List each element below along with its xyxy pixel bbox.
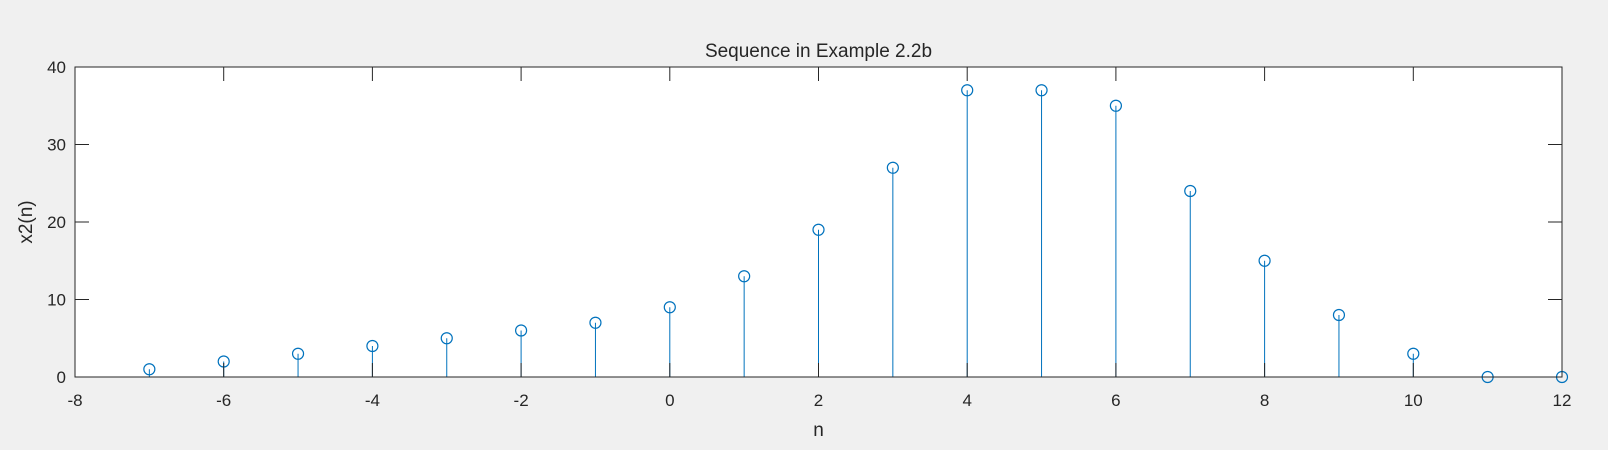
chart-title: Sequence in Example 2.2b bbox=[705, 41, 932, 62]
stem-marker-14 bbox=[1109, 99, 1123, 112]
axes-box bbox=[74, 66, 1563, 378]
x-tick-label-1: -8 bbox=[67, 391, 82, 410]
y-tick-label-3: 20 bbox=[47, 213, 66, 232]
x-tick-label-4: -2 bbox=[514, 391, 529, 410]
x-tick-label-3: -4 bbox=[365, 391, 380, 410]
stem-marker-12 bbox=[961, 84, 974, 97]
x-tick-label-11: 12 bbox=[1553, 391, 1572, 410]
y-axis-label: x2(n) bbox=[16, 200, 37, 243]
stem-marker-17 bbox=[1332, 308, 1346, 322]
x-tick-label-10: 10 bbox=[1404, 391, 1423, 410]
y-tick-labels: 0 10 20 30 40 bbox=[47, 58, 66, 387]
y-tick-label-4: 30 bbox=[47, 136, 66, 155]
stem-marker-1 bbox=[143, 363, 156, 376]
x-tick-label-7: 4 bbox=[962, 391, 971, 410]
stem-marker-13 bbox=[1035, 84, 1048, 97]
stem-marker-3 bbox=[291, 347, 305, 360]
stem-marker-11 bbox=[886, 161, 899, 174]
stem-marker-10 bbox=[812, 223, 825, 236]
x-axis-label: n bbox=[813, 420, 824, 441]
x-tick-label-2: -6 bbox=[216, 391, 231, 410]
x-tick-labels: -8 -6 -4 -2 0 2 4 6 8 10 12 bbox=[67, 391, 1571, 410]
stem-marker-7 bbox=[589, 316, 602, 329]
x-tick-label-8: 6 bbox=[1111, 391, 1120, 410]
stem-marker-16 bbox=[1258, 254, 1271, 267]
y-tick-label-2: 10 bbox=[47, 291, 66, 310]
x-tick-label-9: 8 bbox=[1260, 391, 1269, 410]
x-tick-label-6: 2 bbox=[814, 391, 823, 410]
stem-marker-15 bbox=[1184, 184, 1197, 198]
stem-marker-9 bbox=[738, 270, 751, 283]
stem-marker-18 bbox=[1407, 347, 1420, 360]
stem-marker-6 bbox=[514, 324, 528, 337]
y-tick-label-1: 0 bbox=[57, 368, 66, 387]
x-tick-label-5: 0 bbox=[665, 391, 674, 410]
stem-marker-4 bbox=[366, 339, 379, 353]
stem-series bbox=[143, 84, 1569, 384]
stem-marker-5 bbox=[440, 332, 453, 345]
y-tick-label-5: 40 bbox=[47, 58, 66, 77]
stem-marker-8 bbox=[663, 301, 676, 314]
